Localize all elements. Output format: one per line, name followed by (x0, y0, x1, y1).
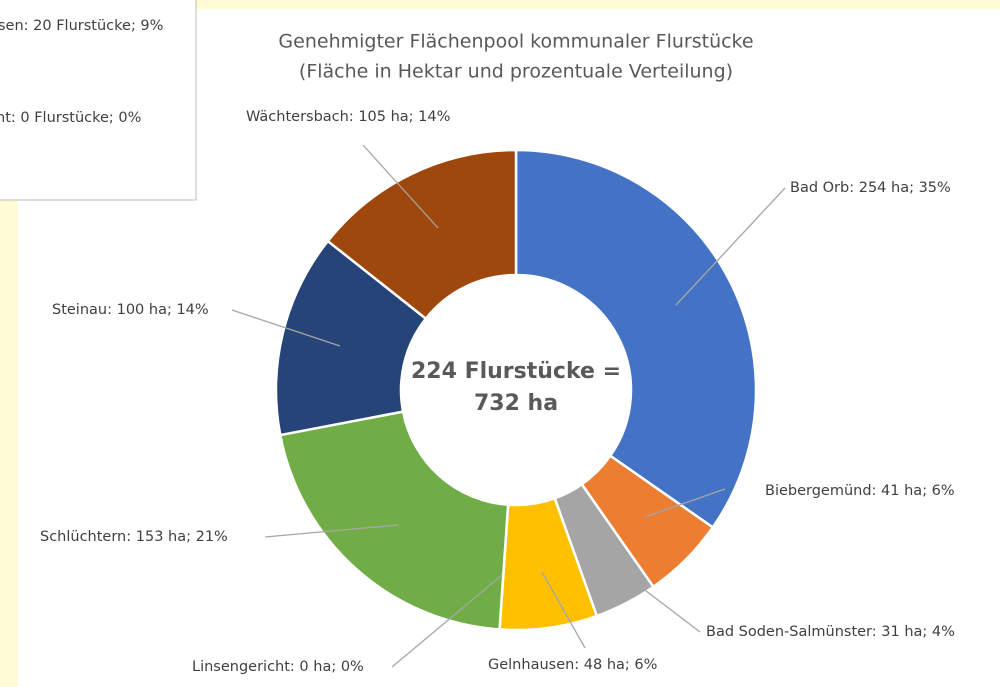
leader-line (362, 144, 439, 229)
data-label: Bad Soden-Salmünster: 31 ha; 4% (706, 624, 955, 640)
leader-line (541, 571, 586, 649)
data-label: Biebergemünd: 41 ha; 6% (765, 483, 955, 499)
data-label: Bad Orb: 254 ha; 35% (790, 180, 951, 196)
data-label: Schlüchtern: 153 ha; 21% (40, 529, 228, 545)
other-box (0, 0, 197, 201)
leader-line (599, 555, 701, 633)
leader-line (231, 309, 341, 347)
data-label: Linsengericht: 0 ha; 0% (192, 659, 364, 675)
slices (274, 148, 758, 632)
slice (326, 148, 518, 321)
leader-line (391, 574, 503, 668)
slice (278, 410, 510, 631)
leader-line (644, 488, 726, 518)
center-text: 224 Flurstücke = (411, 359, 621, 384)
leader-line (264, 524, 399, 538)
box-line: sen: 20 Flurstücke; 9% (0, 18, 163, 34)
data-label: Steinau: 100 ha; 14% (52, 302, 209, 318)
chart-title: Genehmigter Flächenpool kommunaler Flurs… (278, 31, 753, 53)
leader-line (675, 187, 786, 306)
center-text: 732 ha (474, 391, 558, 416)
data-label: Wächtersbach: 105 ha; 14% (246, 109, 450, 125)
box-line: nt: 0 Flurstücke; 0% (0, 110, 141, 126)
slice (514, 148, 758, 530)
data-label: Gelnhausen: 48 ha; 6% (488, 657, 657, 673)
chart-subtitle: (Fläche in Hektar und prozentuale Vertei… (299, 61, 733, 83)
